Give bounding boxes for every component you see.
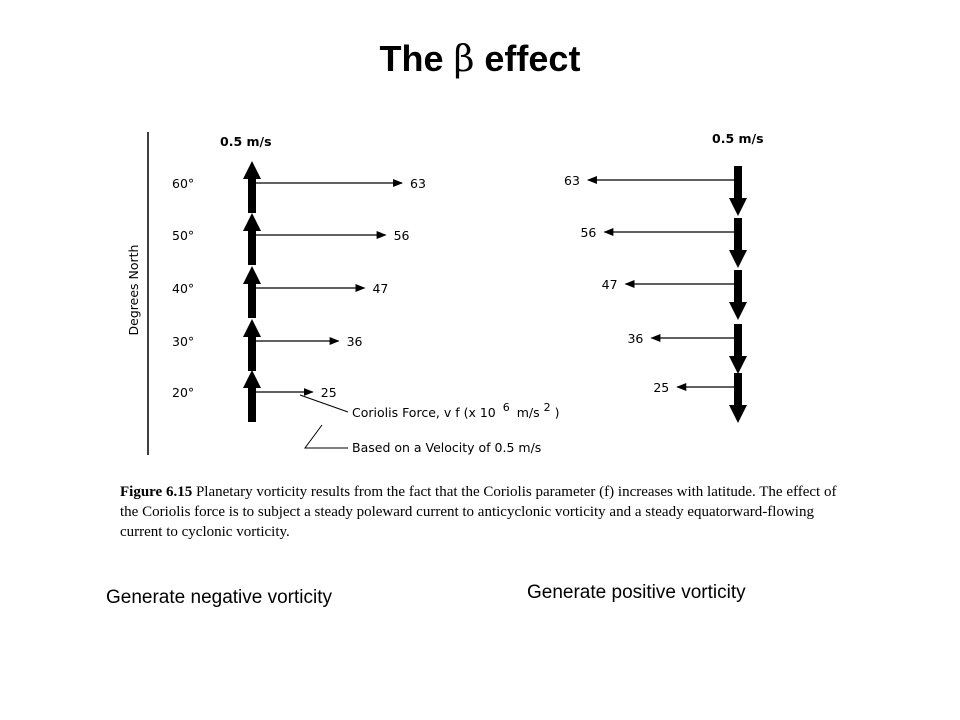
legend-line1-unit-exp: 2 <box>544 401 551 414</box>
northward-velocity-arrow <box>243 161 261 213</box>
southward-velocity-arrow <box>729 218 747 268</box>
coriolis-force-value: 36 <box>627 331 643 346</box>
northward-velocity-arrow <box>243 370 261 422</box>
speed-label-left: 0.5 m/s <box>220 134 272 149</box>
coriolis-force-value: 56 <box>394 228 410 243</box>
legend-velocity-note: Based on a Velocity of 0.5 m/s <box>352 440 541 455</box>
southward-velocity-arrow <box>729 324 747 374</box>
legend-line1-exp: 6 <box>503 401 510 414</box>
latitude-label: 30° <box>172 334 194 349</box>
northward-velocity-arrow <box>243 266 261 318</box>
coriolis-force-value: 47 <box>602 277 618 292</box>
figure-caption: Figure 6.15 Planetary vorticity results … <box>120 482 840 542</box>
coriolis-force-value: 63 <box>410 176 426 191</box>
slide-title: The β effect <box>0 38 960 80</box>
axis-label: Degrees North <box>126 245 141 336</box>
southward-velocity-arrow <box>729 270 747 320</box>
caption-text: Planetary vorticity results from the fac… <box>120 484 837 540</box>
legend-leader-line-2 <box>304 424 348 449</box>
latitude-label: 60° <box>172 176 194 191</box>
coriolis-force-value: 56 <box>580 225 596 240</box>
coriolis-force-value: 47 <box>372 281 388 296</box>
latitude-label: 20° <box>172 385 194 400</box>
coriolis-force-value: 63 <box>564 173 580 188</box>
speed-label-right: 0.5 m/s <box>712 131 764 146</box>
southward-velocity-arrow <box>729 373 747 423</box>
legend-line1-close: ) <box>555 405 560 420</box>
note-positive-vorticity: Generate positive vorticity <box>527 582 746 603</box>
legend-line1-text: Coriolis Force, v f (x 10 <box>352 405 496 420</box>
northward-velocity-arrow <box>243 213 261 265</box>
northward-velocity-arrow <box>243 319 261 371</box>
coriolis-force-value: 25 <box>653 380 669 395</box>
latitude-label: 40° <box>172 281 194 296</box>
coriolis-force-value: 25 <box>321 385 337 400</box>
rows-layer: 60° 63 63 50° 56 56 40° 47 47 30° 36 36 20° 25 25 <box>172 161 747 423</box>
beta-symbol: β <box>453 39 475 80</box>
caption-label: Figure 6.15 <box>120 484 193 500</box>
title-suffix: effect <box>484 38 581 79</box>
legend-leader-line-1 <box>299 394 349 413</box>
note-negative-vorticity: Generate negative vorticity <box>106 587 333 608</box>
legend-line1-unit: m/s <box>517 405 540 420</box>
southward-velocity-arrow <box>729 166 747 216</box>
title-prefix: The <box>379 38 444 79</box>
legend-coriolis-force: Coriolis Force, v f (x 10 6 m/s 2 ) <box>352 399 559 420</box>
latitude-label: 50° <box>172 228 194 243</box>
coriolis-force-value: 36 <box>347 334 363 349</box>
